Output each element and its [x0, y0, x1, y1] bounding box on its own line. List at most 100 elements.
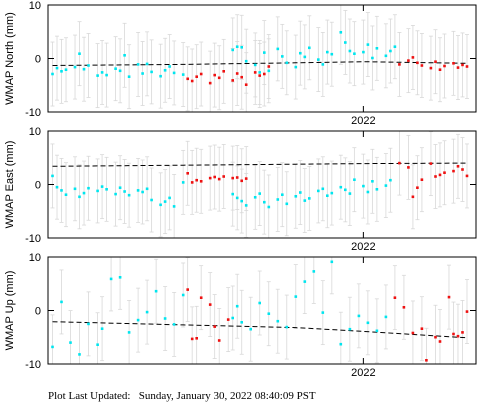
data-point: [452, 62, 455, 65]
data-point: [244, 83, 248, 86]
data-point: [348, 327, 352, 331]
chart-panel-3: -10 0 10 2022 WMAP Up (mm): [4, 252, 477, 379]
y-axis-label: WMAP Up (mm): [4, 271, 16, 351]
data-point: [96, 189, 99, 193]
chart-panel-1: -10 0 10 2022 WMAP North (mm): [4, 0, 477, 127]
data-point: [87, 186, 90, 190]
data-point: [240, 321, 243, 324]
data-point: [438, 173, 442, 177]
data-point: [235, 176, 239, 179]
data-point: [465, 174, 469, 178]
data-point: [231, 79, 234, 82]
data-point: [231, 316, 234, 320]
data-point: [87, 322, 90, 326]
data-point: [195, 75, 198, 78]
data-point: [326, 50, 329, 54]
data-point: [452, 169, 455, 173]
data-point: [231, 192, 234, 196]
data-point: [123, 190, 126, 193]
data-point: [222, 175, 225, 178]
data-point: [357, 314, 361, 318]
data-point: [118, 186, 122, 189]
data-point: [348, 192, 352, 195]
data-point: [461, 168, 464, 171]
data-point: [263, 51, 266, 54]
data-point: [136, 189, 140, 192]
data-point: [263, 200, 266, 204]
data-point: [51, 72, 54, 76]
data-point: [420, 327, 424, 330]
data-point: [411, 56, 415, 59]
data-point: [353, 178, 356, 181]
data-point: [186, 77, 189, 81]
data-point: [163, 200, 167, 203]
data-point: [240, 46, 243, 49]
data-point: [141, 190, 144, 194]
data-point: [127, 193, 131, 197]
y-tick-label: 0: [35, 306, 41, 318]
data-point: [51, 345, 54, 349]
data-point: [389, 49, 392, 53]
data-point: [181, 181, 185, 184]
data-point: [172, 323, 176, 326]
data-point: [299, 51, 302, 55]
data-point: [235, 45, 239, 48]
data-point: [420, 64, 424, 67]
data-point: [285, 202, 289, 206]
data-point: [253, 71, 257, 74]
data-point: [60, 300, 63, 304]
data-point: [321, 63, 325, 66]
data-point: [411, 195, 415, 199]
data-point: [294, 195, 298, 198]
data-point: [353, 52, 356, 55]
data-point: [64, 193, 68, 196]
data-point: [443, 64, 446, 68]
y-tick-label: -10: [25, 359, 41, 371]
data-point: [366, 321, 370, 325]
data-point: [285, 61, 289, 65]
data-point: [253, 196, 257, 199]
data-point: [73, 65, 77, 69]
data-point: [384, 184, 388, 187]
data-point: [60, 189, 63, 192]
data-point: [308, 197, 311, 200]
data-point: [465, 65, 469, 68]
data-point: [294, 65, 298, 69]
y-tick-label: 10: [29, 252, 41, 264]
data-point: [141, 72, 144, 75]
data-point: [240, 199, 243, 203]
data-point: [190, 337, 194, 341]
data-point: [105, 188, 108, 191]
trend-line: [52, 61, 468, 66]
data-point: [389, 178, 392, 182]
data-point: [208, 81, 212, 85]
series-1: [51, 260, 388, 356]
data-point: [285, 325, 289, 329]
data-point: [299, 191, 302, 194]
data-point: [235, 304, 239, 308]
data-point: [64, 68, 68, 71]
data-point: [222, 70, 225, 73]
data-point: [303, 199, 307, 202]
data-point: [429, 66, 433, 70]
series-2: [186, 161, 469, 199]
data-point: [253, 63, 257, 67]
data-point: [195, 337, 198, 340]
data-point: [375, 188, 379, 191]
data-point: [258, 301, 261, 305]
data-point: [100, 185, 104, 188]
data-point: [240, 75, 243, 79]
error-bars: [50, 257, 469, 364]
data-point: [276, 47, 280, 51]
data-point: [375, 47, 379, 50]
data-point: [434, 335, 437, 339]
y-axis-label: WMAP North (mm): [4, 12, 16, 105]
error-bars: [50, 5, 469, 112]
data-point: [402, 306, 406, 309]
data-point: [186, 172, 189, 175]
data-point: [281, 193, 284, 196]
data-point: [150, 198, 153, 202]
data-point: [267, 65, 271, 68]
data-point: [136, 63, 140, 66]
data-point: [420, 178, 424, 181]
